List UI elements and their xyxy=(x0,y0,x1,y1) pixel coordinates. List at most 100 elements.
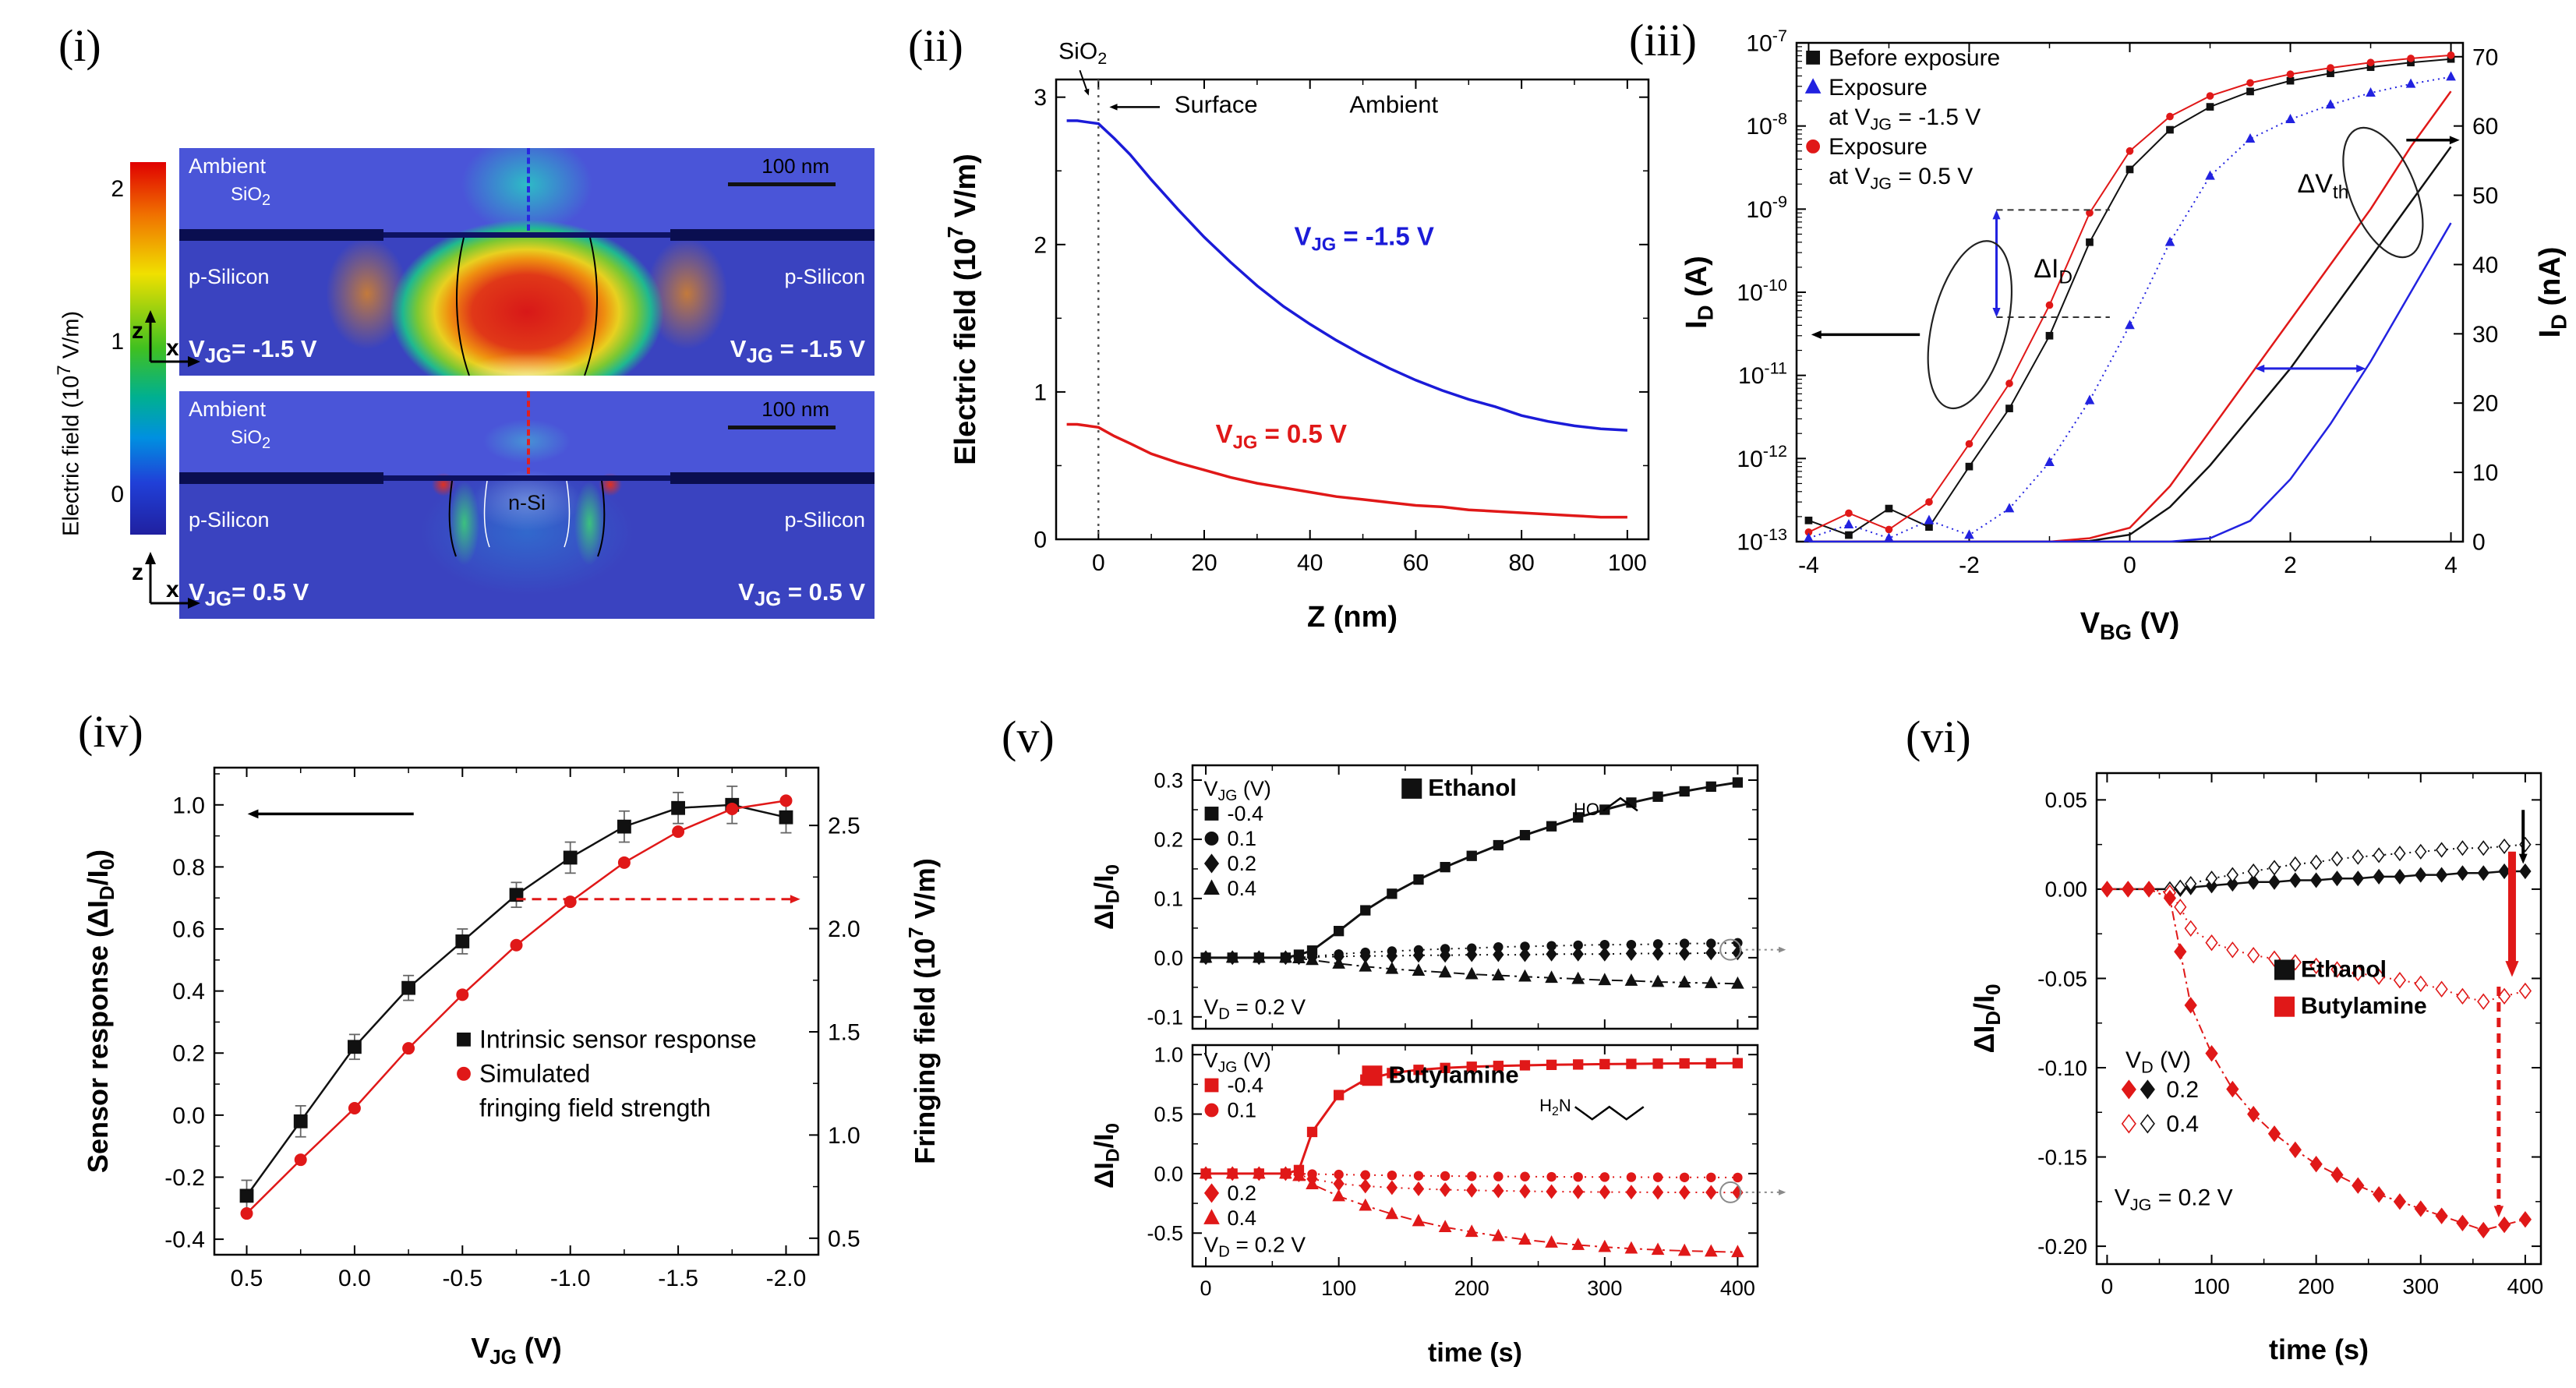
svg-text:-0.4: -0.4 xyxy=(1228,1073,1264,1097)
chart-butylamine-response: 0 100 200 300 400 -0.5 0.0 0.5 1.0 time (s) ΔID/I0… xyxy=(1083,1039,1789,1376)
svg-text:-0.5: -0.5 xyxy=(442,1266,482,1291)
svg-text:Electric field (107 V/m): Electric field (107 V/m) xyxy=(943,154,982,465)
svg-text:0.2: 0.2 xyxy=(1228,1181,1257,1205)
ambient-label: Ambient xyxy=(189,154,267,178)
svg-text:ΔVth: ΔVth xyxy=(2298,169,2349,203)
svg-text:0.5: 0.5 xyxy=(828,1226,860,1252)
colorbar-tick-1: 1 xyxy=(111,329,124,355)
x-axis-label: x xyxy=(166,335,179,361)
vjg-label-right: VJG = -1.5 V xyxy=(730,334,865,367)
svg-text:-0.2: -0.2 xyxy=(164,1165,205,1191)
svg-text:100: 100 xyxy=(2193,1274,2230,1298)
svg-text:300: 300 xyxy=(2402,1274,2439,1298)
panel-field-simulation: Electric field (107 V/m) 2 1 0 Ambient S… xyxy=(43,31,928,647)
svg-text:4: 4 xyxy=(2444,553,2458,578)
svg-text:1.5: 1.5 xyxy=(828,1019,860,1045)
svg-text:VJG (V): VJG (V) xyxy=(1204,1048,1271,1075)
p-silicon-left-label: p-Silicon xyxy=(189,265,270,288)
plot-annotations: VD = 0.2 V Butylamine H2N VJG (V)-0.40.1 0.2… xyxy=(1203,1048,1786,1261)
svg-text:2: 2 xyxy=(2284,553,2297,578)
panel-label-vi: (vi) xyxy=(1906,712,1971,762)
panel-label-iv: (iv) xyxy=(78,706,143,757)
svg-text:0.6: 0.6 xyxy=(172,917,205,943)
svg-text:time (s): time (s) xyxy=(2269,1333,2369,1365)
plot-annotations: Intrinsic sensor response Simulated fringi… xyxy=(247,809,800,1121)
svg-text:70: 70 xyxy=(2472,44,2498,70)
scalebar xyxy=(728,182,836,186)
svg-text:10-9: 10-9 xyxy=(1746,192,1787,223)
svg-text:time (s): time (s) xyxy=(1428,1338,1522,1368)
svg-text:20: 20 xyxy=(2472,391,2498,417)
colorbar-tick-0: 0 xyxy=(111,482,124,507)
chart-vi-svg: 0 100 200 300 400 0.05 0.00 -0.05 -0.10 -0.15 -0.2… xyxy=(1968,772,2544,1365)
svg-text:400: 400 xyxy=(2507,1274,2544,1298)
svg-text:10-7: 10-7 xyxy=(1746,26,1787,57)
p-silicon-left-label: p-Silicon xyxy=(189,508,270,532)
svg-text:-1.0: -1.0 xyxy=(550,1266,591,1291)
x-axis-label: x xyxy=(166,577,179,602)
svg-text:1: 1 xyxy=(1034,380,1047,405)
svg-text:0.4: 0.4 xyxy=(1228,1206,1257,1230)
scalebar-label: 100 nm xyxy=(761,397,829,421)
svg-text:20: 20 xyxy=(1191,550,1217,576)
svg-text:0.1: 0.1 xyxy=(1228,1098,1257,1121)
svg-text:0.8: 0.8 xyxy=(172,855,205,881)
svg-text:10-12: 10-12 xyxy=(1737,441,1787,472)
gate-contact-left xyxy=(179,229,383,241)
svg-text:40: 40 xyxy=(1297,550,1323,576)
svg-text:60: 60 xyxy=(2472,114,2498,140)
panel-label-ii: (ii) xyxy=(908,20,963,71)
gate-contact-left xyxy=(179,472,383,484)
svg-text:Ethanol: Ethanol xyxy=(1428,774,1517,801)
p-silicon-right-label: p-Silicon xyxy=(784,508,865,532)
svg-text:0.0: 0.0 xyxy=(1154,1162,1183,1185)
svg-text:30: 30 xyxy=(2472,322,2498,348)
svg-text:ΔID/I0: ΔID/I0 xyxy=(1968,984,2005,1053)
plot-series xyxy=(1066,119,1627,519)
svg-text:-0.15: -0.15 xyxy=(2037,1145,2087,1169)
z-axis-label: z xyxy=(132,318,143,344)
svg-text:10-10: 10-10 xyxy=(1737,275,1787,306)
svg-text:Butylamine: Butylamine xyxy=(1389,1061,1519,1088)
svg-text:0: 0 xyxy=(1200,1277,1212,1300)
field-contour-lines xyxy=(448,480,606,557)
gate-oxide-line xyxy=(179,475,875,481)
svg-text:0.4: 0.4 xyxy=(172,979,205,1005)
svg-text:VJG (V): VJG (V) xyxy=(1204,777,1271,804)
svg-text:at VJG = 0.5 V: at VJG = 0.5 V xyxy=(1829,164,1973,193)
svg-text:3: 3 xyxy=(1034,85,1047,111)
chart-transfer-curves: -4 -2 0 2 4 10-13 10-12 10-11 10-10 10-9 10-8 10-7 0… xyxy=(1680,23,2572,647)
svg-text:ID (A): ID (A) xyxy=(1680,256,1717,329)
svg-text:0.2: 0.2 xyxy=(172,1041,205,1067)
n-si-label: n-Si xyxy=(507,491,546,514)
svg-text:Fringing field (107 V/m): Fringing field (107 V/m) xyxy=(906,858,941,1164)
svg-text:10-11: 10-11 xyxy=(1738,358,1787,390)
svg-text:0: 0 xyxy=(1092,550,1105,576)
gate-contact-right xyxy=(670,229,875,241)
svg-text:0.1: 0.1 xyxy=(1154,887,1183,910)
plot-annotations: Ethanol Butylamine VD (V) VJG = 0.2 V 0.2 0.4 xyxy=(2115,810,2528,1218)
svg-text:0.0: 0.0 xyxy=(1154,946,1183,969)
svg-text:Exposure: Exposure xyxy=(1829,75,1928,101)
plot-series xyxy=(1804,51,2456,542)
svg-text:ΔID/I0: ΔID/I0 xyxy=(1090,1123,1123,1188)
plot-annotations: SiO2 Surface Ambient VJG = -1.5 V VJG = 0.5 … xyxy=(1058,38,1438,539)
svg-text:0.3: 0.3 xyxy=(1154,768,1183,792)
svg-text:10-8: 10-8 xyxy=(1746,109,1787,140)
vjg-label-left: VJG= 0.5 V xyxy=(189,577,309,610)
svg-text:VJG (V): VJG (V) xyxy=(471,1332,562,1369)
scalebar xyxy=(728,426,836,429)
chart-sensor-response: 0.5 0.0 -0.5 -1.0 -1.5 -2.0 -0.4 -0.2 0.0 0.2 0.4 0… xyxy=(70,740,947,1372)
svg-text:2.0: 2.0 xyxy=(828,917,860,942)
svg-text:Intrinsic sensor response: Intrinsic sensor response xyxy=(479,1025,757,1053)
svg-text:0: 0 xyxy=(2101,1274,2114,1298)
svg-text:VJG = -1.5 V: VJG = -1.5 V xyxy=(1295,221,1434,255)
svg-text:-0.05: -0.05 xyxy=(2037,966,2087,991)
colorbar-tick-2: 2 xyxy=(111,176,124,202)
svg-text:0.0: 0.0 xyxy=(172,1103,205,1128)
chart-iii-svg: -4 -2 0 2 4 10-13 10-12 10-11 10-10 10-9 10-8 10-7 0… xyxy=(1680,26,2571,644)
zx-axis-indicator: z x xyxy=(132,552,200,609)
svg-text:-0.20: -0.20 xyxy=(2037,1234,2087,1259)
